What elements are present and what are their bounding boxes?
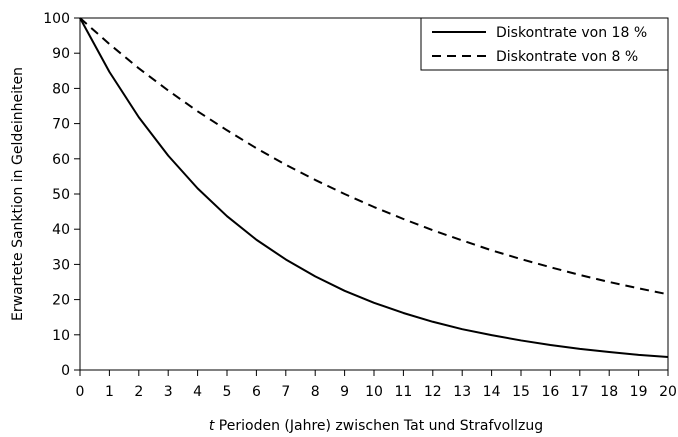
y-tick-label: 30 [52, 257, 70, 273]
x-tick-label: 4 [193, 384, 202, 400]
y-tick-label: 70 [52, 117, 70, 133]
y-tick-label: 100 [43, 11, 70, 27]
x-axis-ticks: 0 1 2 3 4 5 6 7 8 9 10 11 12 13 14 15 16 17 18 19 20 [76, 370, 677, 400]
x-tick-label: 1 [105, 384, 114, 400]
series-line-0 [79, 17, 669, 358]
x-tick-label: 2 [134, 384, 143, 400]
y-tick-label: 10 [52, 328, 70, 344]
x-tick-label: 19 [630, 384, 648, 400]
series-lines [79, 17, 669, 358]
series-line-1 [79, 17, 669, 296]
y-tick-label: 50 [52, 187, 70, 203]
x-tick-label: 12 [424, 384, 442, 400]
legend-label-8: Diskontrate von 8 % [496, 49, 638, 65]
y-tick-label: 40 [52, 222, 70, 238]
plot-frame [79, 17, 669, 371]
x-tick-label: 18 [600, 384, 618, 400]
x-tick-label: 0 [76, 384, 85, 400]
y-axis-ticks: 0 10 20 30 40 50 60 70 80 90 100 [43, 11, 80, 379]
x-tick-label: 6 [252, 384, 261, 400]
y-tick-label: 80 [52, 81, 70, 97]
x-tick-label: 20 [659, 384, 677, 400]
x-tick-label: 11 [394, 384, 412, 400]
x-tick-label: 14 [483, 384, 501, 400]
x-tick-label: 5 [223, 384, 232, 400]
x-tick-label: 8 [311, 384, 320, 400]
x-tick-label: 15 [512, 384, 530, 400]
x-tick-label: 10 [365, 384, 383, 400]
x-tick-label: 16 [541, 384, 559, 400]
x-tick-label: 3 [164, 384, 173, 400]
x-tick-label: 7 [281, 384, 290, 400]
x-tick-label: 13 [453, 384, 471, 400]
y-tick-label: 0 [61, 363, 70, 379]
x-tick-label: 9 [340, 384, 349, 400]
legend-box [420, 17, 669, 71]
y-tick-label: 60 [52, 152, 70, 168]
y-axis-title: Erwartete Sanktion in Geldeinheiten [10, 67, 26, 321]
legend-label-18: Diskontrate von 18 % [496, 25, 647, 41]
x-tick-label: 17 [571, 384, 589, 400]
y-tick-label: 20 [52, 293, 70, 309]
y-tick-label: 90 [52, 46, 70, 62]
x-axis-title: t Perioden (Jahre) zwischen Tat und Stra… [209, 418, 543, 434]
legend: Diskontrate von 18 % Diskontrate von 8 % [420, 17, 669, 71]
